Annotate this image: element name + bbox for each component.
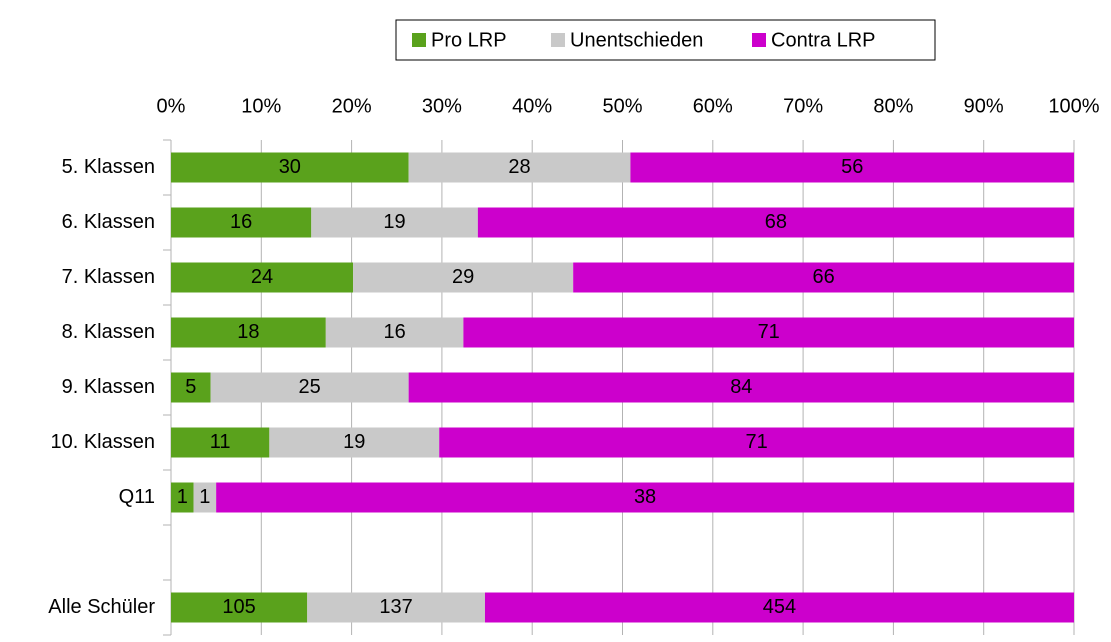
data-label: 18 [237,321,259,343]
data-label: 84 [730,376,752,398]
bar-segment [325,317,464,348]
legend-swatch [412,33,426,47]
data-label: 28 [508,156,530,178]
bar-segment [311,207,478,238]
legend-box [395,19,936,61]
data-label: 11 [210,431,231,453]
bar-segment [630,152,1074,183]
legend-label: Pro LRP [431,29,507,51]
data-label: 16 [230,211,252,233]
bar-segment [171,152,409,183]
x-tick-label: 20% [332,95,372,117]
x-tick-label: 70% [783,95,823,117]
bar-segment [408,372,1074,403]
data-label: 454 [763,596,796,618]
y-tick-label: 9. Klassen [62,376,155,398]
data-label: 30 [279,156,301,178]
data-label: 16 [383,321,405,343]
x-tick-label: 40% [512,95,552,117]
bar-segment [408,152,631,183]
bar-segment [171,482,194,513]
x-tick-label: 50% [602,95,642,117]
y-tick-label: 6. Klassen [62,211,155,233]
bar-segment [171,207,312,238]
bar-segment [216,482,1074,513]
x-tick-label: 10% [241,95,281,117]
data-label: 19 [343,431,365,453]
data-label: 24 [251,266,273,288]
data-label: 66 [812,266,834,288]
bar-segment [171,317,326,348]
bar-segment [463,317,1074,348]
x-tick-label: 0% [157,95,186,117]
data-label: 137 [379,596,412,618]
x-tick-label: 30% [422,95,462,117]
bar-segment [484,592,1075,623]
data-label: 29 [452,266,474,288]
data-label: 71 [745,431,767,453]
data-label: 56 [841,156,863,178]
legend-label: Contra LRP [771,29,876,51]
x-tick-label: 100% [1048,95,1099,117]
legend-swatch [551,33,565,47]
y-tick-label: 7. Klassen [62,266,155,288]
y-tick-label: 8. Klassen [62,321,155,343]
data-label: 19 [383,211,405,233]
data-label: 71 [758,321,780,343]
legend-swatch [752,33,766,47]
bar-segment [210,372,409,403]
data-label: 68 [765,211,787,233]
data-label: 38 [634,486,656,508]
x-tick-label: 60% [693,95,733,117]
bar-segment [439,427,1074,458]
data-label: 105 [222,596,255,618]
data-label: 5 [185,376,196,398]
legend-label: Unentschieden [570,29,703,51]
y-tick-label: Q11 [119,486,155,508]
bar-segment [477,207,1074,238]
data-label: 1 [177,486,188,508]
y-tick-label: Alle Schüler [48,596,155,618]
bar-segment [171,262,354,293]
data-label: 1 [199,486,210,508]
bar-segment [193,482,217,513]
bar-segment [171,592,308,623]
x-tick-label: 90% [964,95,1004,117]
bar-segment [171,427,270,458]
bar-segment [269,427,440,458]
bar-segment [573,262,1074,293]
bar-segment [171,372,211,403]
bar-segment [353,262,574,293]
x-tick-label: 80% [873,95,913,117]
y-tick-label: 5. Klassen [62,156,155,178]
y-tick-label: 10. Klassen [50,431,155,453]
bar-segment [307,592,485,623]
data-label: 25 [298,376,320,398]
